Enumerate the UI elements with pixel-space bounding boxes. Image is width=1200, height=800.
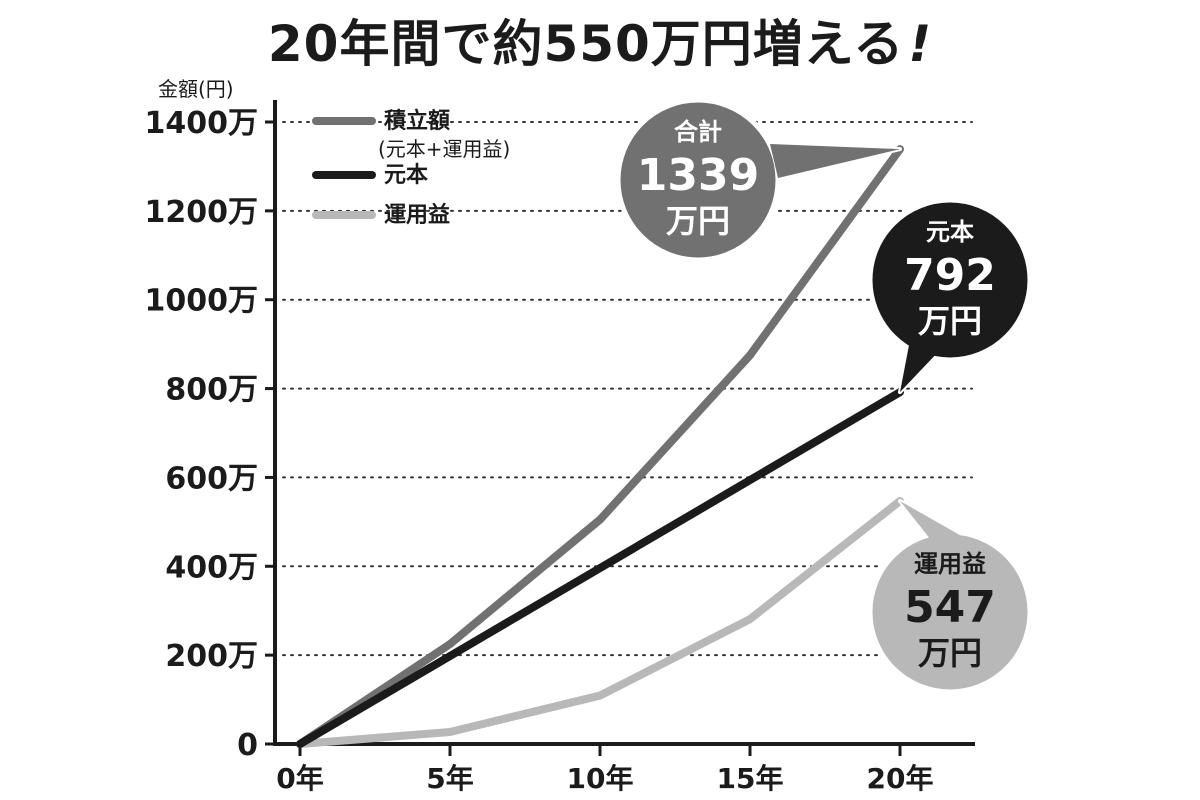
chart-title-text: 20年間で約550万円増える — [267, 15, 905, 73]
series-lines — [296, 145, 904, 748]
x-tick-label: 0年 — [276, 762, 323, 795]
series-line-1 — [296, 388, 904, 748]
y-tick-label: 1400万 — [145, 106, 259, 141]
callout-label: 合計 — [674, 118, 722, 146]
y-tick-label: 200万 — [165, 639, 258, 674]
chart-title: 20年間で約550万円増える! — [0, 4, 1200, 76]
x-tick-label: 20年 — [867, 762, 934, 795]
y-tick-labels: 0 200万 400万 600万 800万 1000万 1200万 1400万 — [145, 106, 275, 763]
y-tick-label: 1200万 — [145, 195, 259, 230]
callout-unit: 万円 — [918, 634, 982, 672]
y-tick-label: 600万 — [165, 461, 258, 496]
callout-tail-fill — [900, 500, 965, 545]
y-tick-label: 800万 — [165, 373, 258, 408]
chart-title-mark: ! — [908, 15, 933, 73]
y-tick-label: 0 — [237, 728, 258, 763]
callout-unit: 万円 — [666, 202, 730, 240]
x-tick-label: 5年 — [426, 762, 473, 795]
callout-unit: 万円 — [918, 302, 982, 340]
y-tick-label: 400万 — [165, 550, 258, 585]
callout-value: 792 — [904, 250, 996, 301]
legend-label: 運用益 — [384, 202, 450, 228]
x-tick-label: 15年 — [717, 762, 784, 795]
series-line-0 — [296, 145, 904, 748]
callout-tail-fill — [900, 340, 940, 393]
legend-label: 元本 — [384, 163, 428, 188]
x-tick-labels: 0年 5年 10年 15年 20年 — [276, 744, 933, 795]
axes: 金額(円) — [158, 77, 975, 746]
x-tick-label: 10年 — [567, 762, 634, 795]
callout-label: 運用益 — [914, 550, 986, 578]
callout-value: 547 — [904, 582, 996, 633]
callout-label: 元本 — [926, 218, 974, 246]
series-line-2 — [296, 496, 904, 748]
callout-circle — [867, 197, 1033, 363]
callout-value: 1339 — [637, 150, 759, 201]
callout-circle — [615, 97, 781, 263]
y-tick-label: 1000万 — [145, 284, 259, 319]
legend-sublabel: (元本+運用益) — [378, 137, 510, 161]
y-axis-label: 金額(円) — [158, 77, 234, 101]
callout-tail-fill — [770, 144, 900, 178]
legend-label: 積立額 — [384, 108, 450, 134]
